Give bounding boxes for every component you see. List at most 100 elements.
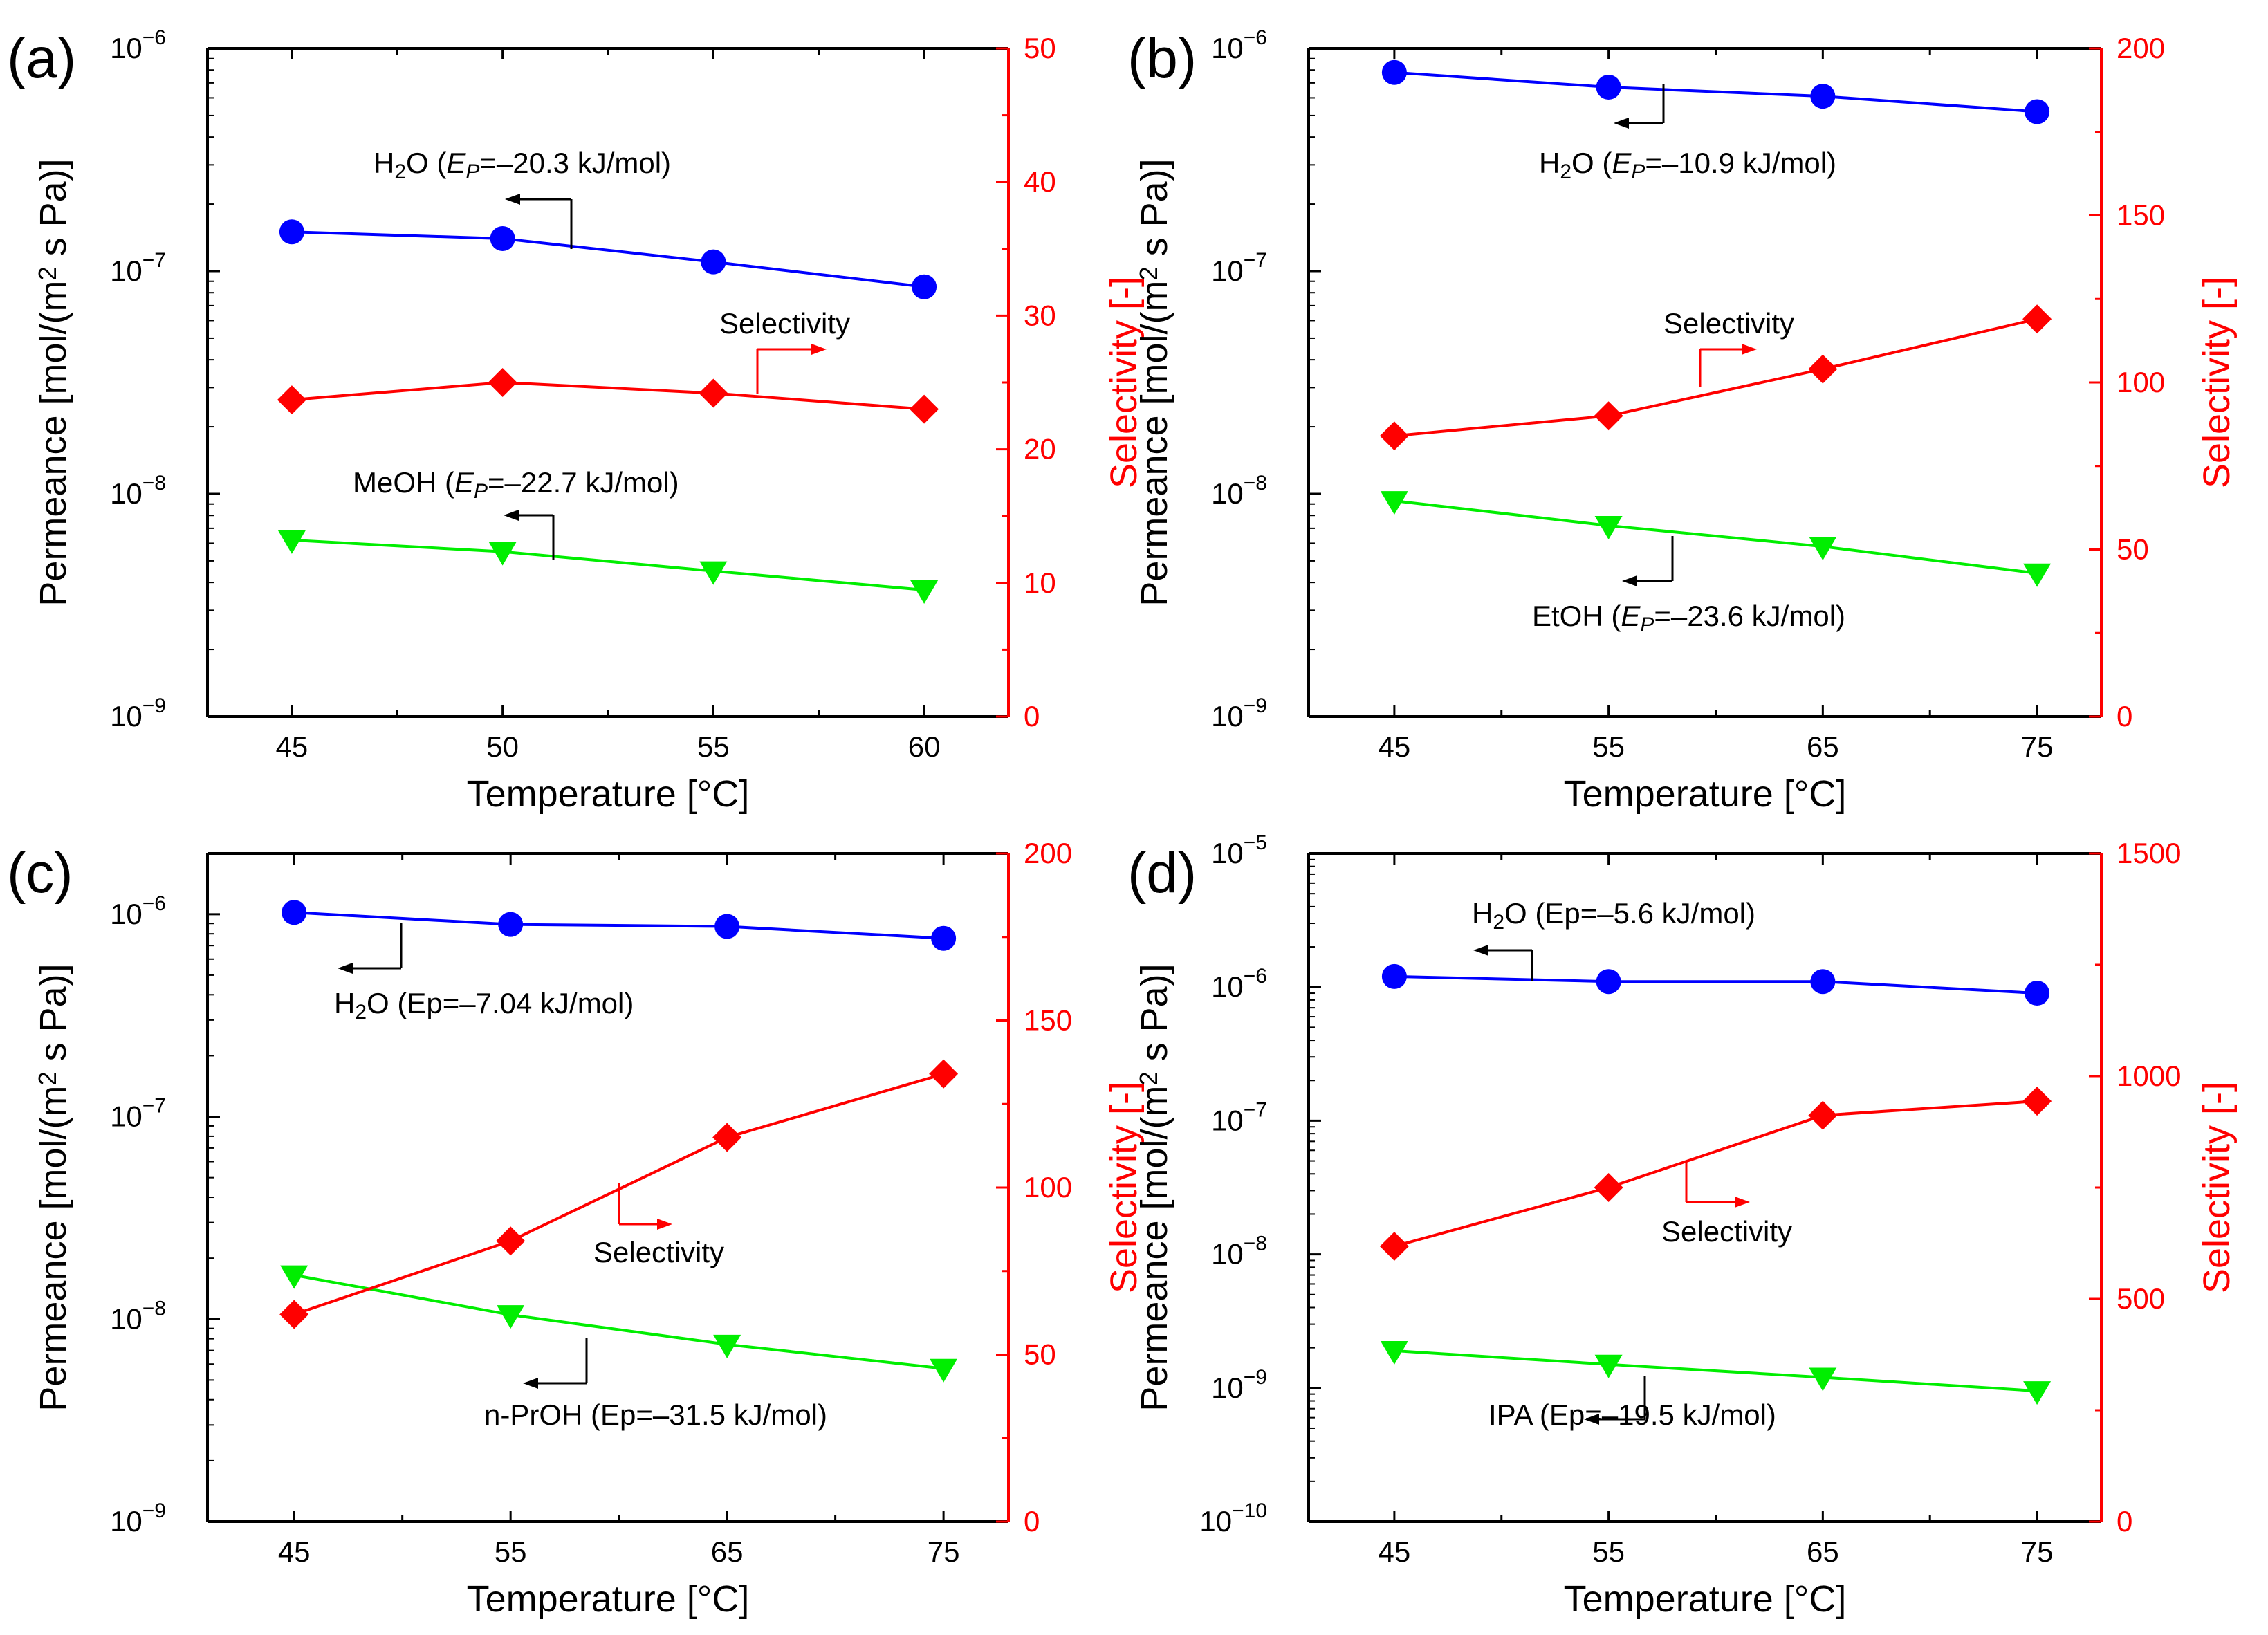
water-permeance-series-line bbox=[291, 230, 925, 288]
y-left-tick-label: 10−6 bbox=[1211, 26, 1267, 64]
water-pointer-arrowhead bbox=[1473, 945, 1488, 956]
y-right-axis-title: Selectivity [-] bbox=[2196, 277, 2238, 488]
y-right-tick-label: 100 bbox=[2117, 366, 2165, 398]
y-right-axis-title: Selectivity [-] bbox=[1103, 1082, 1145, 1293]
selectivity-pointer-arrowhead bbox=[811, 344, 827, 355]
x-tick-label: 75 bbox=[2021, 1535, 2054, 1568]
selectivity-series-point bbox=[929, 1059, 959, 1089]
y-left-axis-title: Permeance [mol/(m2 s Pa)] bbox=[1134, 158, 1175, 606]
alcohol-pointer-arrowhead bbox=[1622, 575, 1637, 586]
water-permeance-series-point bbox=[1596, 969, 1621, 995]
x-tick-label: 45 bbox=[1379, 1535, 1411, 1568]
x-axis-title: Temperature [°C] bbox=[1564, 773, 1847, 815]
y-left-tick-label: 10−8 bbox=[110, 1297, 166, 1335]
selectivity-series-point bbox=[712, 1123, 742, 1152]
alcohol-permeance-series-point bbox=[277, 530, 306, 554]
y-left-tick-label: 10−9 bbox=[1211, 694, 1267, 732]
y-left-axis-title: Permeance [mol/(m2 s Pa)] bbox=[33, 963, 74, 1411]
alcohol-permeance-series-point bbox=[1380, 1340, 1408, 1365]
selectivity-series-point bbox=[1379, 421, 1409, 451]
y-right-tick-label: 0 bbox=[2117, 1505, 2132, 1537]
alcohol-permeance-series-point bbox=[2023, 1381, 2052, 1405]
water-pointer-arrowhead bbox=[1614, 118, 1629, 129]
chart-panel-a: (a) 45 50 55 60 10−9 10−8 10−7 10−6 0 10 20 30 40 50 Te… bbox=[7, 26, 1145, 815]
water-permeance-series-line bbox=[1394, 71, 2038, 113]
y-left-tick-label: 10−6 bbox=[1211, 965, 1267, 1003]
y-right-tick-label: 0 bbox=[1024, 700, 1040, 732]
water-pointer-arrowhead bbox=[505, 194, 520, 205]
water-permeance-series-line bbox=[294, 911, 944, 940]
chart-panel-b: (b) 45 55 65 75 10−9 10−8 10−7 10−6 0 50 100 150 200 T… bbox=[1127, 26, 2238, 815]
annotation-label: Selectivity bbox=[719, 307, 850, 340]
water-permeance-series-point bbox=[701, 249, 726, 275]
alcohol-permeance-series-point bbox=[930, 1358, 958, 1383]
x-axis-title: Temperature [°C] bbox=[467, 773, 750, 815]
alcohol-permeance-series-point bbox=[488, 542, 517, 566]
y-right-tick-label: 0 bbox=[2117, 700, 2132, 732]
alcohol-permeance-series-line bbox=[1394, 1349, 2038, 1393]
annotation-label: Selectivity bbox=[1663, 307, 1794, 340]
y-left-tick-label: 10−9 bbox=[1211, 1366, 1267, 1404]
y-right-tick-label: 200 bbox=[2117, 32, 2165, 64]
y-left-tick-label: 10−8 bbox=[110, 472, 166, 510]
y-right-tick-label: 150 bbox=[2117, 199, 2165, 232]
annotation-label: H2O (Ep=–5.6 kJ/mol) bbox=[1472, 897, 1755, 934]
panel-letter: (b) bbox=[1127, 27, 1197, 90]
y-left-axis-title: Permeance [mol/(m2 s Pa)] bbox=[1134, 963, 1175, 1411]
selectivity-series-line bbox=[291, 380, 925, 411]
y-right-tick-label: 200 bbox=[1024, 837, 1072, 869]
alcohol-permeance-series-point bbox=[1594, 1354, 1623, 1378]
y-right-axis-title: Selectivity [-] bbox=[2196, 1082, 2238, 1293]
selectivity-series-point bbox=[1379, 1232, 1409, 1262]
annotation-label: n-PrOH (Ep=–31.5 kJ/mol) bbox=[484, 1398, 827, 1431]
y-left-tick-label: 10−7 bbox=[1211, 249, 1267, 287]
alcohol-permeance-series-point bbox=[497, 1305, 525, 1329]
alcohol-permeance-series-line bbox=[291, 538, 925, 592]
selectivity-series-point bbox=[496, 1226, 526, 1256]
selectivity-pointer-arrowhead bbox=[657, 1219, 672, 1230]
alcohol-permeance-series-point bbox=[699, 561, 728, 585]
chart-panel-c: (c) 45 55 65 75 10−9 10−8 10−7 10−6 0 50 100 150 200 T… bbox=[7, 837, 1145, 1620]
annotation-label: MeOH (EP=–22.7 kJ/mol) bbox=[353, 466, 679, 503]
y-right-tick-label: 100 bbox=[1024, 1171, 1072, 1203]
water-permeance-series-point bbox=[490, 225, 515, 251]
panel-letter: (d) bbox=[1127, 842, 1197, 905]
water-permeance-series-point bbox=[279, 219, 304, 245]
chart-panel-d: (d) 45 55 65 75 10−10 10−9 10−8 10−7 10−6 10−5 0 500… bbox=[1127, 831, 2238, 1620]
annotation-label: H2O (EP=–20.3 kJ/mol) bbox=[374, 147, 671, 183]
y-right-tick-label: 150 bbox=[1024, 1004, 1072, 1037]
annotation-label: Selectivity bbox=[1661, 1215, 1792, 1248]
selectivity-series-point bbox=[1594, 401, 1623, 431]
annotation-label: EtOH (EP=–23.6 kJ/mol) bbox=[1532, 600, 1845, 636]
y-left-tick-label: 10−10 bbox=[1199, 1499, 1267, 1537]
x-tick-label: 45 bbox=[278, 1535, 311, 1568]
x-tick-label: 55 bbox=[1592, 1535, 1625, 1568]
selectivity-pointer-arrowhead bbox=[1742, 344, 1757, 355]
selectivity-series-point bbox=[488, 368, 517, 397]
annotation-label: H2O (EP=–10.9 kJ/mol) bbox=[1539, 147, 1836, 183]
x-tick-label: 65 bbox=[1807, 1535, 1839, 1568]
selectivity-series-point bbox=[277, 385, 306, 415]
y-left-tick-label: 10−7 bbox=[1211, 1098, 1267, 1136]
water-permeance-series-point bbox=[912, 274, 937, 299]
water-permeance-series-point bbox=[714, 914, 740, 939]
y-left-tick-label: 10−7 bbox=[110, 249, 166, 287]
water-permeance-series-line bbox=[1394, 974, 2038, 995]
y-right-tick-label: 20 bbox=[1024, 433, 1056, 465]
water-permeance-series-point bbox=[2025, 981, 2050, 1006]
x-tick-label: 75 bbox=[928, 1535, 960, 1568]
alcohol-permeance-series-point bbox=[1809, 1367, 1837, 1392]
alcohol-permeance-series-point bbox=[2023, 563, 2052, 587]
y-right-tick-label: 10 bbox=[1024, 566, 1056, 599]
y-right-tick-label: 40 bbox=[1024, 165, 1056, 198]
y-left-tick-label: 10−6 bbox=[110, 26, 166, 64]
selectivity-series-point bbox=[1808, 1100, 1838, 1130]
selectivity-series-point bbox=[1594, 1173, 1623, 1202]
selectivity-series-point bbox=[279, 1300, 309, 1329]
selectivity-series-point bbox=[2022, 1087, 2052, 1116]
y-left-tick-label: 10−9 bbox=[110, 694, 166, 732]
y-left-tick-label: 10−7 bbox=[110, 1095, 166, 1133]
selectivity-series-point bbox=[1808, 354, 1838, 384]
x-axis-title: Temperature [°C] bbox=[467, 1578, 750, 1620]
